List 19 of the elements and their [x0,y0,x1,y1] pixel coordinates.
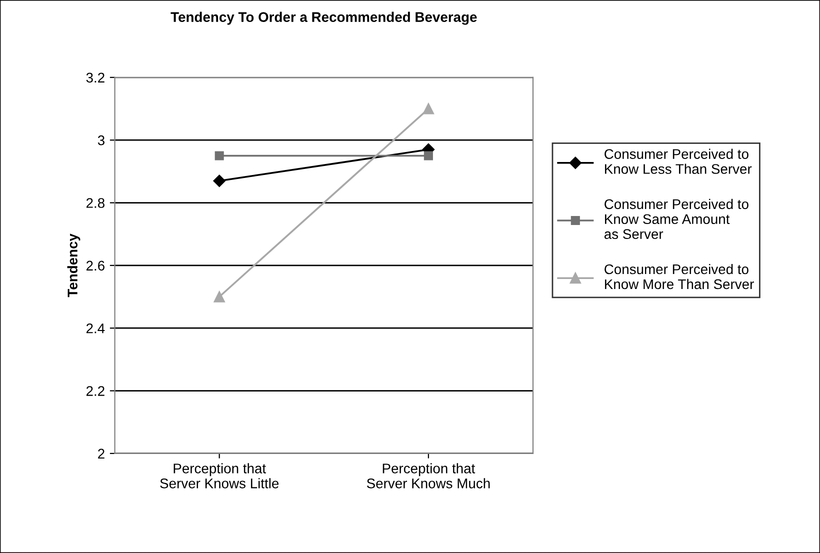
point [424,151,433,160]
y-tick-label: 2.4 [86,323,105,334]
legend-label: Consumer Perceived to Know Less Than Server [604,148,752,174]
x-tick-label: Perception that Server Knows Much [366,463,490,488]
point [213,174,226,187]
x-tick-label: Perception that Server Knows Little [160,463,279,488]
chart-title: Tendency To Order a Recommended Beverage [170,12,477,25]
legend-label: Consumer Perceived to Know More Than Server [604,264,754,290]
y-tick-label: 3.2 [86,72,104,83]
y-tick-label: 2 [98,448,104,458]
y-tick-label: 2.6 [86,260,104,271]
point [422,103,434,114]
point [214,291,225,302]
y-tick-label: 3 [98,135,104,146]
y-tick-label: 2.8 [86,198,104,208]
point [214,151,224,160]
y-tick-label: 2.2 [86,386,104,396]
y-axis-title: Tendency [67,234,80,298]
legend-label: Consumer Perceived to Know Same Amount as Server [604,198,748,240]
